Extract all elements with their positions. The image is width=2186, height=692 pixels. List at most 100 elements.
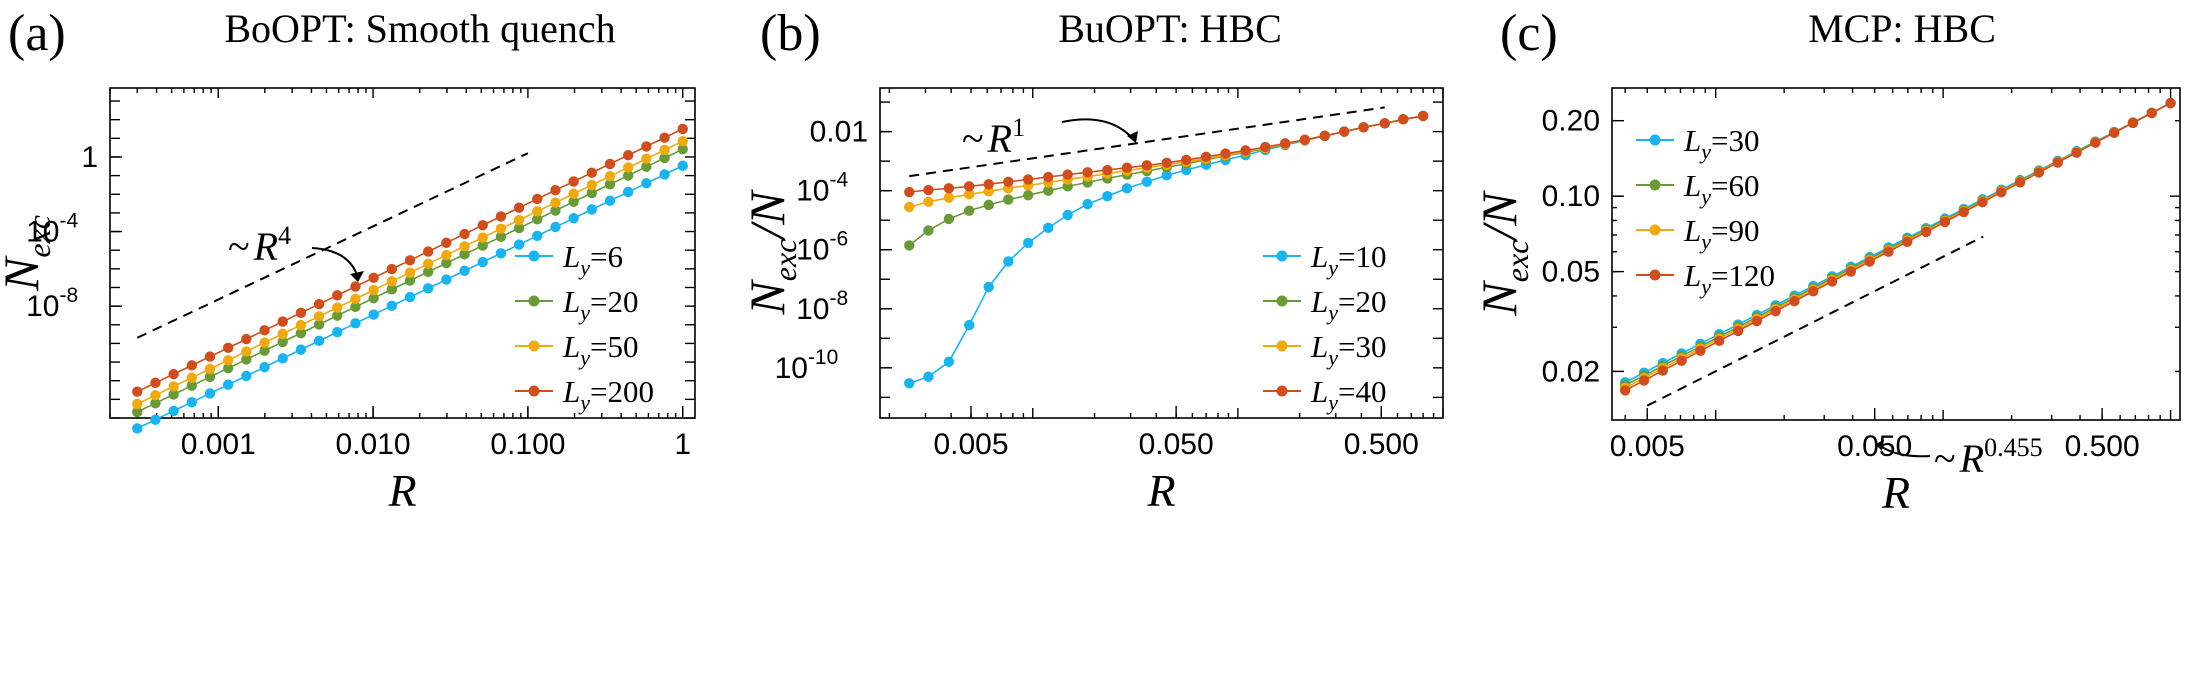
y-tick-label: 0.20 xyxy=(1542,105,1600,138)
plot-frame xyxy=(1611,87,2181,421)
x-axis-label: R xyxy=(1881,467,1910,518)
data-point xyxy=(313,311,325,322)
data-point xyxy=(150,398,161,409)
y-tick-label: 10-8 xyxy=(796,287,848,326)
data-point xyxy=(1043,171,1054,183)
data-point xyxy=(477,220,488,231)
data-point xyxy=(332,290,343,301)
legend-swatch-marker xyxy=(528,295,540,307)
x-tick-label: 0.005 xyxy=(1610,430,1685,463)
data-point xyxy=(459,249,470,260)
data-point xyxy=(204,388,216,399)
data-point xyxy=(904,240,915,251)
data-point xyxy=(1638,375,1650,386)
plot-frame xyxy=(109,87,696,419)
legend-entry: Ly=20 xyxy=(1310,284,1387,325)
y-axis-label: Nexc/N xyxy=(739,189,803,316)
data-point xyxy=(943,213,955,225)
data-point xyxy=(1826,276,1838,287)
x-tick-label: 0.500 xyxy=(1344,428,1419,461)
data-point xyxy=(904,378,915,389)
data-point xyxy=(1161,157,1172,168)
y-axis-label: Nexc xyxy=(0,215,57,292)
arrowhead-icon xyxy=(350,271,364,282)
data-point xyxy=(943,183,955,194)
data-point xyxy=(259,337,270,348)
data-point xyxy=(1339,126,1350,137)
data-point xyxy=(204,351,216,362)
data-point xyxy=(641,153,652,164)
data-point xyxy=(659,169,670,180)
scaling-annotation: ~ R0.455 xyxy=(1934,433,2043,481)
data-point xyxy=(923,225,934,236)
scaling-guide-line xyxy=(1646,235,1984,407)
legend-swatch-marker xyxy=(528,250,540,262)
data-point xyxy=(477,256,488,268)
data-point xyxy=(368,309,379,320)
y-tick-label: 10-10 xyxy=(775,346,839,385)
data-point xyxy=(186,396,198,408)
x-tick-label: 1 xyxy=(674,428,691,461)
data-point xyxy=(1043,222,1054,234)
data-point xyxy=(1808,286,1819,297)
legend-entry: Ly=10 xyxy=(1310,239,1387,280)
panel-b-title: BuOPT: HBC xyxy=(1058,6,1282,51)
data-point xyxy=(386,300,398,312)
data-point xyxy=(222,342,234,354)
data-point xyxy=(386,263,398,275)
legend-entry: Ly=30 xyxy=(1310,329,1387,370)
data-point xyxy=(422,246,434,257)
y-tick-label: 0.05 xyxy=(1542,256,1600,289)
data-point xyxy=(1770,305,1781,317)
data-point xyxy=(568,196,579,207)
data-point xyxy=(1619,385,1631,396)
data-point xyxy=(259,345,270,356)
panel-c-title: MCP: HBC xyxy=(1808,6,1996,51)
data-point xyxy=(350,318,361,329)
data-point xyxy=(495,231,507,243)
data-point xyxy=(604,171,616,182)
data-point xyxy=(983,281,994,293)
data-point xyxy=(1022,237,1034,249)
data-point xyxy=(422,258,434,270)
data-point xyxy=(1657,365,1669,376)
panel-b: (b) BuOPT: HBC 0.005 0.050 0.500 10-10 10-8 1… xyxy=(739,5,1444,516)
legend-swatch-marker xyxy=(1276,385,1288,397)
legend-entry: Ly=120 xyxy=(1683,258,1775,299)
data-point xyxy=(495,211,507,222)
data-point xyxy=(1043,185,1054,196)
y-axis-label: Nexc/N xyxy=(1471,190,1535,317)
y-tick-label: 10-6 xyxy=(796,228,848,267)
legend-swatch-marker xyxy=(1649,179,1661,191)
data-point xyxy=(1062,209,1073,221)
scaling-annotation: ~ R1 xyxy=(962,113,1025,161)
y-tick-label: 0.01 xyxy=(810,116,868,149)
data-point xyxy=(1161,170,1172,181)
data-point xyxy=(332,302,343,313)
data-point xyxy=(313,335,325,347)
panel-a: (a) BoOPT: Smooth quench 0.001 0.010 0.100… xyxy=(0,5,696,516)
data-point xyxy=(1141,160,1153,171)
x-tick-label: 0.050 xyxy=(1837,430,1912,463)
data-point xyxy=(332,326,343,338)
data-point xyxy=(277,336,288,348)
data-point xyxy=(568,188,579,199)
legend-swatch-marker xyxy=(528,385,540,397)
data-point xyxy=(604,195,616,206)
x-tick-label: 0.100 xyxy=(490,428,565,461)
data-point xyxy=(1789,296,1800,307)
legend-swatch-marker xyxy=(1649,269,1661,281)
legend-entry: Ly=40 xyxy=(1310,374,1387,415)
data-point xyxy=(295,319,307,331)
data-point xyxy=(1003,176,1014,187)
data-point xyxy=(241,333,252,345)
data-point xyxy=(132,398,143,410)
data-point xyxy=(550,197,561,208)
data-point xyxy=(495,223,507,234)
scaling-guide-line xyxy=(136,152,529,339)
data-point xyxy=(983,179,994,190)
data-point xyxy=(368,292,379,304)
legend-entry: Ly=30 xyxy=(1683,123,1760,164)
data-point xyxy=(404,275,416,286)
annotation-arrow xyxy=(1061,118,1135,141)
